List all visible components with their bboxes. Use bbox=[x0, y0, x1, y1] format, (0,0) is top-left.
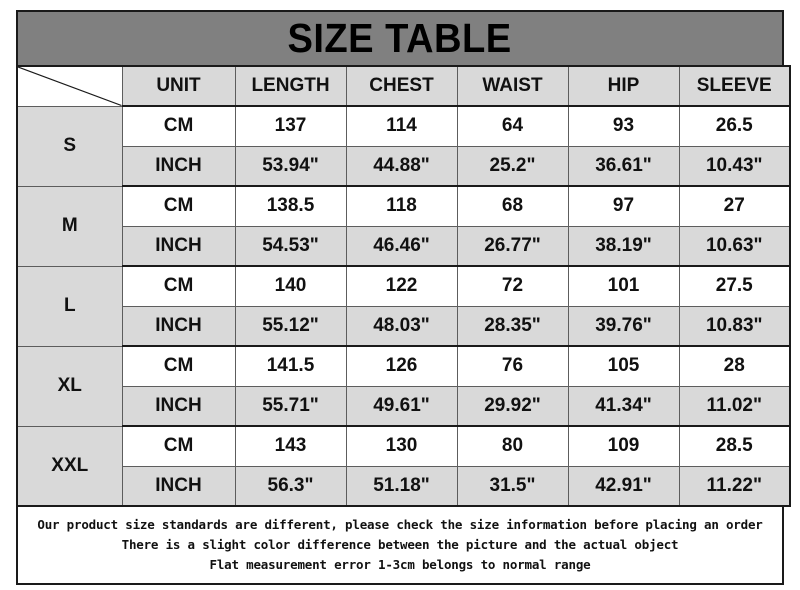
cell-m-inch-sleeve: 10.63" bbox=[678, 225, 791, 267]
cell-m-cm-hip: 97 bbox=[567, 185, 680, 227]
table-row: M CM 138.5 118 68 97 27 bbox=[16, 185, 791, 267]
unit-label-cm: CM bbox=[121, 345, 236, 387]
cell-s-cm-chest: 114 bbox=[345, 105, 458, 147]
cell-xl-inch-hip: 41.34" bbox=[567, 385, 680, 427]
cell-l-cm-hip: 101 bbox=[567, 265, 680, 307]
cell-l-inch-waist: 28.35" bbox=[456, 305, 569, 347]
size-label-xl: XL bbox=[16, 345, 123, 427]
cell-s-cm-hip: 93 bbox=[567, 105, 680, 147]
unit-label-cm: CM bbox=[121, 265, 236, 307]
table-body: S CM 137 114 64 93 26.5 INCH 53.94" 44.8… bbox=[16, 105, 791, 507]
footer-line-1: Our product size standards are different… bbox=[37, 517, 763, 532]
cell-l-inch-hip: 39.76" bbox=[567, 305, 680, 347]
footer-line-3: Flat measurement error 1-3cm belongs to … bbox=[209, 557, 591, 572]
unit-label-inch: INCH bbox=[121, 305, 236, 347]
size-label-l: L bbox=[16, 265, 123, 347]
cell-xl-inch-sleeve: 11.02" bbox=[678, 385, 791, 427]
cell-xl-inch-length: 55.71" bbox=[234, 385, 347, 427]
cell-m-inch-hip: 38.19" bbox=[567, 225, 680, 267]
size-label-s: S bbox=[16, 105, 123, 187]
header-row: UNIT LENGTH CHEST WAIST HIP SLEEVE bbox=[16, 65, 791, 107]
cell-xl-cm-length: 141.5 bbox=[234, 345, 347, 387]
cell-m-cm-waist: 68 bbox=[456, 185, 569, 227]
table-row: XL CM 141.5 126 76 105 28 bbox=[16, 345, 791, 427]
table-row: INCH 54.53" 46.46" 26.77" 38.19" 10.63" bbox=[17, 225, 791, 267]
cell-xxl-inch-chest: 51.18" bbox=[345, 465, 458, 507]
cell-m-cm-chest: 118 bbox=[345, 185, 458, 227]
column-header-waist: WAIST bbox=[456, 65, 569, 107]
cell-xxl-cm-waist: 80 bbox=[456, 425, 569, 467]
cell-l-inch-length: 55.12" bbox=[234, 305, 347, 347]
cell-m-inch-chest: 46.46" bbox=[345, 225, 458, 267]
column-header-unit: UNIT bbox=[121, 65, 236, 107]
cell-l-cm-waist: 72 bbox=[456, 265, 569, 307]
cell-xl-inch-waist: 29.92" bbox=[456, 385, 569, 427]
table-header: UNIT LENGTH CHEST WAIST HIP SLEEVE bbox=[16, 65, 791, 107]
table-row: INCH 55.12" 48.03" 28.35" 39.76" 10.83" bbox=[17, 305, 791, 347]
cell-m-inch-length: 54.53" bbox=[234, 225, 347, 267]
footer-disclaimer: Our product size standards are different… bbox=[16, 507, 784, 585]
unit-label-inch: INCH bbox=[121, 145, 236, 187]
cell-s-inch-length: 53.94" bbox=[234, 145, 347, 187]
cell-m-cm-sleeve: 27 bbox=[678, 185, 791, 227]
cell-l-inch-chest: 48.03" bbox=[345, 305, 458, 347]
cell-xxl-inch-hip: 42.91" bbox=[567, 465, 680, 507]
table-row: XXL CM 143 130 80 109 28.5 bbox=[16, 425, 791, 507]
cell-xxl-cm-sleeve: 28.5 bbox=[678, 425, 791, 467]
cell-l-cm-chest: 122 bbox=[345, 265, 458, 307]
unit-label-inch: INCH bbox=[121, 385, 236, 427]
table-row: INCH 56.3" 51.18" 31.5" 42.91" 11.22" bbox=[17, 465, 791, 507]
cell-xxl-cm-chest: 130 bbox=[345, 425, 458, 467]
column-header-length: LENGTH bbox=[234, 65, 347, 107]
cell-xxl-inch-length: 56.3" bbox=[234, 465, 347, 507]
cell-m-cm-length: 138.5 bbox=[234, 185, 347, 227]
cell-l-cm-sleeve: 27.5 bbox=[678, 265, 791, 307]
cell-xxl-inch-sleeve: 11.22" bbox=[678, 465, 791, 507]
title-banner: SIZE TABLE bbox=[16, 10, 784, 65]
size-label-m: M bbox=[16, 185, 123, 267]
table-row: L CM 140 122 72 101 27.5 bbox=[16, 265, 791, 347]
cell-xl-cm-sleeve: 28 bbox=[678, 345, 791, 387]
size-table: UNIT LENGTH CHEST WAIST HIP SLEEVE S CM … bbox=[16, 65, 791, 507]
unit-label-inch: INCH bbox=[121, 465, 236, 507]
cell-xl-cm-waist: 76 bbox=[456, 345, 569, 387]
footer-line-2: There is a slight color difference betwe… bbox=[121, 537, 679, 552]
column-header-chest: CHEST bbox=[345, 65, 458, 107]
cell-s-cm-sleeve: 26.5 bbox=[678, 105, 791, 147]
table-row: INCH 53.94" 44.88" 25.2" 36.61" 10.43" bbox=[17, 145, 791, 187]
cell-s-inch-sleeve: 10.43" bbox=[678, 145, 791, 187]
cell-s-inch-hip: 36.61" bbox=[567, 145, 680, 187]
page-title: SIZE TABLE bbox=[287, 15, 513, 61]
table-row: INCH 55.71" 49.61" 29.92" 41.34" 11.02" bbox=[17, 385, 791, 427]
cell-xxl-inch-waist: 31.5" bbox=[456, 465, 569, 507]
cell-xl-cm-hip: 105 bbox=[567, 345, 680, 387]
column-header-sleeve: SLEEVE bbox=[678, 65, 791, 107]
cell-xl-cm-chest: 126 bbox=[345, 345, 458, 387]
corner-cell-diagonal bbox=[16, 65, 123, 107]
cell-xxl-cm-hip: 109 bbox=[567, 425, 680, 467]
cell-s-inch-chest: 44.88" bbox=[345, 145, 458, 187]
unit-label-cm: CM bbox=[121, 185, 236, 227]
cell-s-cm-waist: 64 bbox=[456, 105, 569, 147]
column-header-hip: HIP bbox=[567, 65, 680, 107]
unit-label-cm: CM bbox=[121, 105, 236, 147]
cell-xl-inch-chest: 49.61" bbox=[345, 385, 458, 427]
cell-s-inch-waist: 25.2" bbox=[456, 145, 569, 187]
cell-xxl-cm-length: 143 bbox=[234, 425, 347, 467]
unit-label-cm: CM bbox=[121, 425, 236, 467]
table-row: S CM 137 114 64 93 26.5 bbox=[16, 105, 791, 187]
cell-m-inch-waist: 26.77" bbox=[456, 225, 569, 267]
cell-l-inch-sleeve: 10.83" bbox=[678, 305, 791, 347]
size-label-xxl: XXL bbox=[16, 425, 123, 507]
cell-l-cm-length: 140 bbox=[234, 265, 347, 307]
unit-label-inch: INCH bbox=[121, 225, 236, 267]
cell-s-cm-length: 137 bbox=[234, 105, 347, 147]
